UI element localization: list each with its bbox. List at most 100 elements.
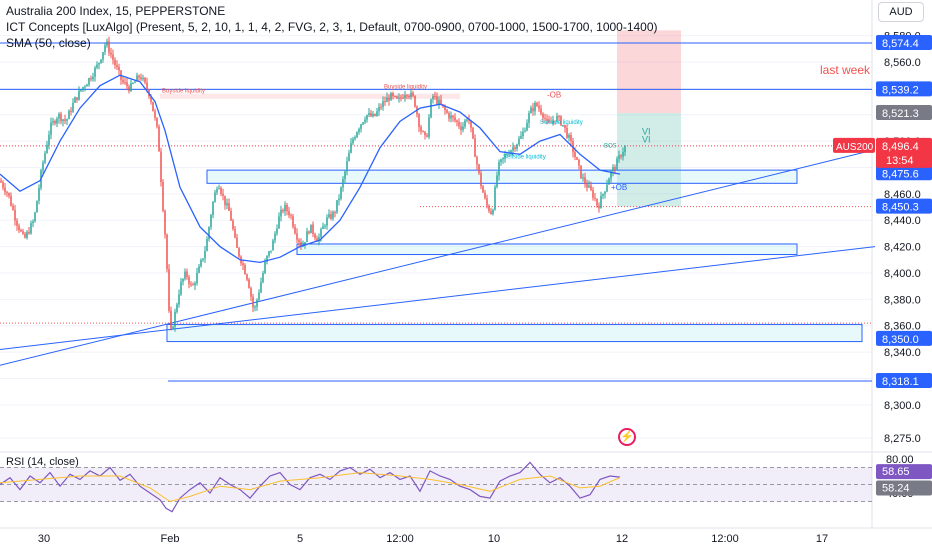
candle-body	[534, 102, 536, 112]
price-label-text: 8,521.3	[882, 108, 919, 120]
candle-body	[160, 151, 162, 182]
candle-body	[62, 119, 64, 122]
candle-body	[72, 102, 74, 112]
candle-body	[268, 251, 270, 256]
indicator-legend[interactable]: ICT Concepts [LuxAlgo] (Present, 5, 2, 1…	[6, 20, 658, 34]
candle-body	[34, 212, 36, 222]
rsi-ma-line	[0, 472, 621, 503]
candle-body	[118, 67, 120, 71]
candle-body	[406, 95, 408, 97]
candle-body	[162, 181, 164, 211]
candle-body	[298, 239, 300, 243]
price-axis[interactable]: 8,580.08,560.08,540.08,520.08,500.08,480…	[833, 31, 932, 445]
currency-button[interactable]: AUD	[878, 2, 924, 22]
candle-body	[306, 231, 308, 243]
candle-body	[588, 185, 590, 188]
candle-body	[552, 120, 554, 123]
candle-body	[376, 111, 378, 116]
candle-body	[412, 92, 414, 96]
candle-body	[114, 59, 116, 66]
price-label-box	[876, 198, 932, 214]
candle-body	[514, 147, 516, 149]
sma-legend[interactable]: SMA (50, close)	[6, 36, 91, 50]
price-tick-label: 8,340.0	[884, 347, 921, 359]
price-tick-label: 8,460.0	[884, 189, 921, 201]
candle-body	[78, 90, 80, 100]
candle-body	[94, 67, 96, 77]
candle-body	[612, 167, 614, 172]
candle-body	[2, 182, 4, 188]
price-label-box	[876, 81, 932, 97]
candle-body	[142, 77, 144, 80]
candle-body	[232, 220, 234, 230]
position-tool[interactable]	[617, 30, 681, 207]
rsi-title: RSI (14, close)	[6, 456, 79, 468]
candle-body	[362, 122, 364, 125]
candle-body	[132, 83, 134, 85]
candle-body	[614, 167, 616, 170]
price-label-box	[876, 35, 932, 50]
candle-body	[484, 192, 486, 199]
time-tick-label: 12:00	[711, 533, 739, 545]
candle-body	[536, 102, 538, 106]
price-tick-label: 8,300.0	[884, 400, 921, 412]
candle-body	[482, 186, 484, 193]
candle-body	[252, 296, 254, 308]
candle-body	[194, 283, 196, 286]
candle-body	[596, 198, 598, 206]
rsi-value-box	[876, 464, 932, 480]
candle-body	[282, 209, 284, 212]
candle-body	[24, 233, 26, 238]
candle-body	[164, 210, 166, 235]
candle-body	[218, 187, 220, 190]
candle-body	[594, 197, 596, 199]
candle-body	[620, 155, 622, 157]
vi-label: VI	[642, 134, 651, 144]
candle-body	[336, 200, 338, 213]
candle-body	[516, 144, 518, 149]
candle-body	[434, 96, 436, 98]
candle-body	[372, 113, 374, 117]
order-block-boxes[interactable]	[166, 169, 863, 343]
candle-body	[280, 209, 282, 217]
candle-body	[12, 205, 14, 210]
candle-body	[438, 99, 440, 104]
candle-body	[296, 233, 298, 240]
candle-body	[294, 226, 296, 234]
candle-body	[10, 195, 12, 206]
candle-body	[422, 131, 424, 133]
price-label-text: 8,574.4	[882, 38, 919, 50]
trend-lines[interactable]	[0, 149, 876, 366]
candle-body	[278, 216, 280, 229]
candle-body	[92, 76, 94, 80]
candle-body	[8, 192, 10, 196]
price-series	[0, 36, 626, 332]
rsi-line	[0, 461, 621, 513]
candle-body	[74, 97, 76, 103]
candle-body	[600, 195, 602, 209]
time-axis[interactable]: 30 Feb 5 12:00 10 12 12:00 17	[38, 533, 828, 545]
candle-body	[352, 139, 354, 144]
candle-body	[504, 154, 506, 158]
candle-body	[44, 153, 46, 163]
candle-body	[576, 157, 578, 160]
candle-body	[124, 82, 126, 84]
candle-body	[270, 250, 272, 252]
candle-body	[272, 240, 274, 251]
candle-body	[32, 221, 34, 224]
candle-body	[520, 136, 522, 139]
sellside-label: Sellside liquidity	[503, 154, 546, 160]
candle-body	[454, 117, 456, 121]
flash-icon[interactable]: ⚡	[618, 428, 636, 446]
candle-body	[136, 75, 138, 82]
time-tick-label: Feb	[161, 533, 180, 545]
candle-body	[364, 119, 366, 123]
candle-body	[616, 158, 618, 170]
candle-body	[276, 228, 278, 234]
candle-body	[462, 126, 464, 131]
candle-body	[122, 79, 124, 83]
candle-body	[480, 173, 482, 187]
